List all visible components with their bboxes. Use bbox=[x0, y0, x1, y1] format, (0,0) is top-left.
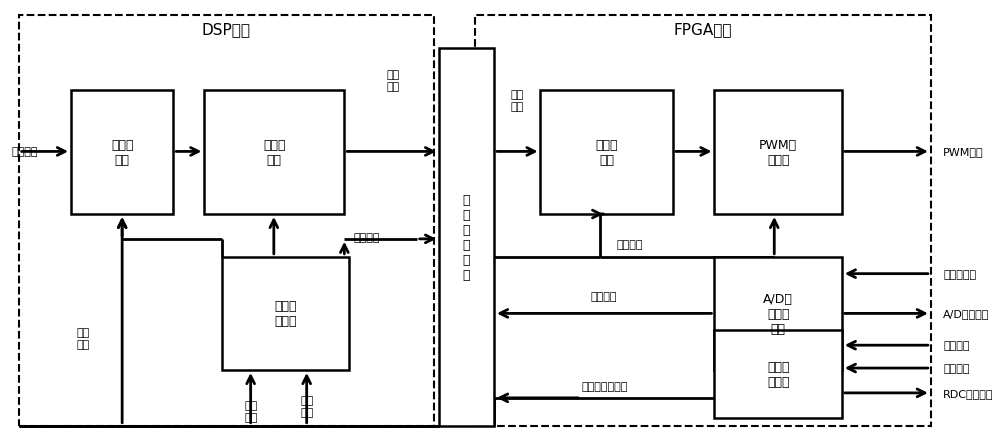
Text: DSP系统: DSP系统 bbox=[202, 21, 251, 37]
Text: 速度控
制器: 速度控 制器 bbox=[111, 138, 133, 166]
Text: 电流反馈: 电流反馈 bbox=[591, 292, 617, 302]
Text: 转速
信号: 转速 信号 bbox=[77, 328, 90, 349]
Text: 电流
信号: 电流 信号 bbox=[300, 395, 313, 417]
Text: 位置、速度反馈: 位置、速度反馈 bbox=[581, 381, 627, 391]
Text: 相电流信号: 相电流信号 bbox=[943, 269, 976, 279]
Bar bbox=[204, 91, 344, 215]
Text: 容错控
制器: 容错控 制器 bbox=[263, 138, 286, 166]
Text: A/D采
样控制
模块: A/D采 样控制 模块 bbox=[763, 292, 793, 335]
Text: PWM生
成模块: PWM生 成模块 bbox=[759, 138, 797, 166]
Text: FPGA系统: FPGA系统 bbox=[674, 21, 732, 37]
Text: 故障诊
断模块: 故障诊 断模块 bbox=[274, 300, 297, 328]
Text: 位置
信号: 位置 信号 bbox=[244, 400, 257, 422]
Bar bbox=[475, 16, 931, 426]
Bar bbox=[439, 49, 494, 426]
Text: 速度指令: 速度指令 bbox=[11, 147, 38, 157]
Bar bbox=[714, 91, 842, 215]
Text: 电流
指令: 电流 指令 bbox=[511, 90, 524, 111]
Bar bbox=[222, 257, 349, 370]
Text: 速度信号: 速度信号 bbox=[943, 363, 970, 373]
Text: A/D控制信号: A/D控制信号 bbox=[943, 309, 990, 319]
Text: 故障状态: 故障状态 bbox=[354, 232, 380, 242]
Bar bbox=[714, 257, 842, 370]
Text: 数
据
传
输
模
块: 数 据 传 输 模 块 bbox=[463, 194, 470, 281]
Bar bbox=[71, 91, 173, 215]
Text: RDC控制信号: RDC控制信号 bbox=[943, 388, 994, 398]
Text: 电流
指令: 电流 指令 bbox=[386, 70, 399, 92]
Text: PWM信号: PWM信号 bbox=[943, 147, 984, 157]
Text: 故障状态: 故障状态 bbox=[616, 239, 643, 249]
Text: 电流控
制器: 电流控 制器 bbox=[595, 138, 618, 166]
Text: 位置信号: 位置信号 bbox=[943, 340, 970, 350]
Bar bbox=[19, 16, 434, 426]
Bar bbox=[540, 91, 673, 215]
Text: 旋变控
制模块: 旋变控 制模块 bbox=[767, 360, 789, 388]
Bar bbox=[714, 331, 842, 418]
